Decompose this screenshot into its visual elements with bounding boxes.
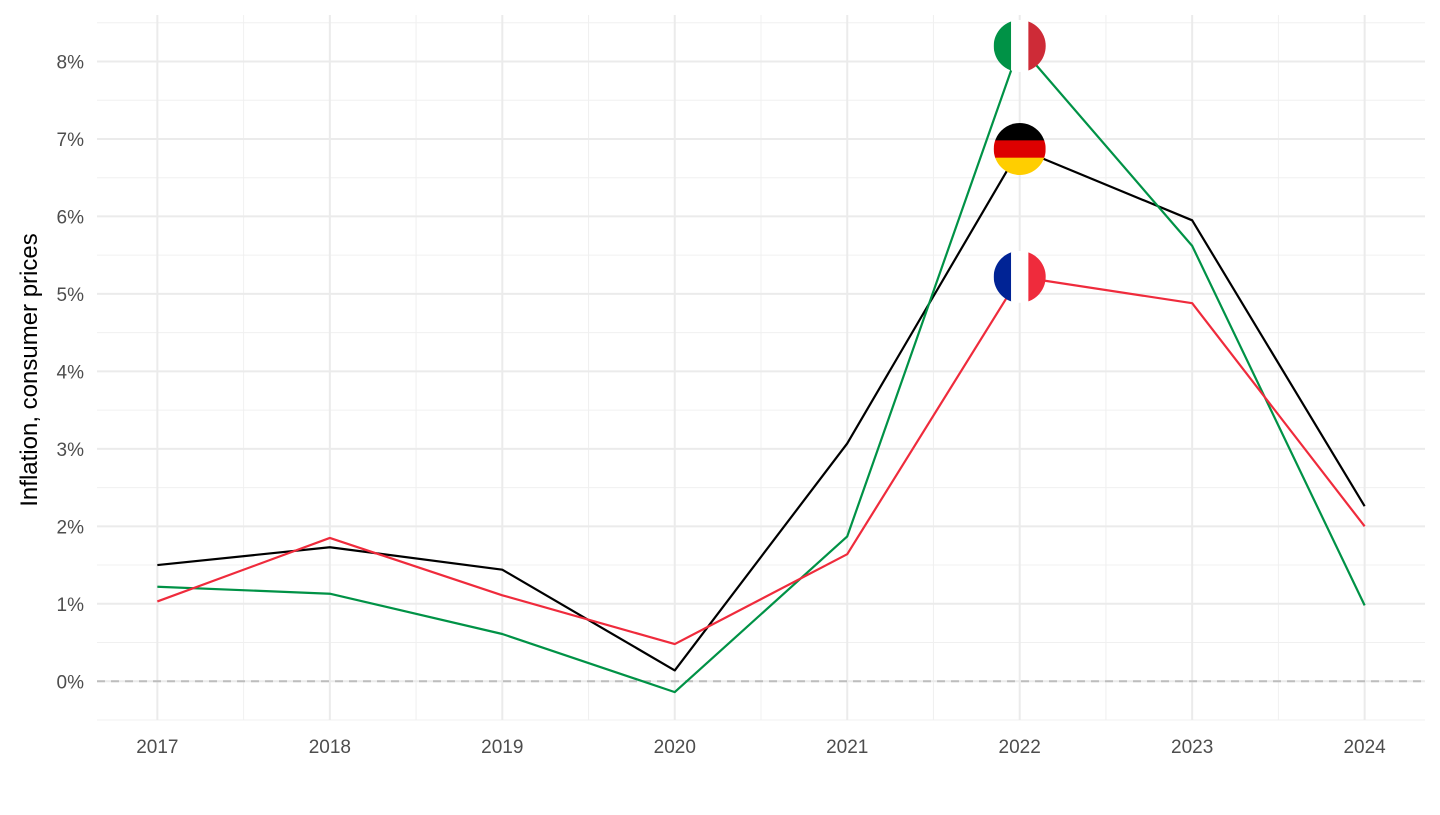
y-tick-label: 3% <box>57 440 85 461</box>
y-tick-label: 7% <box>57 130 85 151</box>
flag-stripe <box>1028 20 1046 72</box>
x-tick-label: 2020 <box>654 737 696 758</box>
flag-stripe <box>994 123 1046 141</box>
italy-flag-icon <box>994 20 1047 72</box>
x-tick-label: 2017 <box>136 737 178 758</box>
y-tick-label: 8% <box>57 52 85 73</box>
flag-stripe <box>994 20 1012 72</box>
flag-stripe <box>1011 20 1029 72</box>
y-tick-label: 1% <box>57 595 85 616</box>
flag-stripe <box>994 251 1012 303</box>
flag-stripe <box>994 140 1046 158</box>
y-tick-label: 4% <box>57 362 85 383</box>
x-axis-ticks: 2017 2018 2019 2020 2021 2022 2023 2024 <box>136 737 1386 758</box>
y-axis-ticks: 0% 1% 2% 3% 4% 5% 6% 7% 8% <box>57 52 85 693</box>
x-tick-label: 2023 <box>1171 737 1213 758</box>
flag-stripe <box>994 158 1046 176</box>
x-tick-label: 2018 <box>309 737 351 758</box>
x-tick-label: 2024 <box>1343 737 1386 758</box>
flag-stripe <box>1011 251 1029 303</box>
germany-flag-icon <box>994 123 1046 176</box>
y-axis-label: Inflation, consumer prices <box>16 233 43 506</box>
france-flag-icon <box>994 251 1047 303</box>
x-tick-label: 2022 <box>999 737 1041 758</box>
y-tick-label: 6% <box>57 207 85 228</box>
flag-markers <box>994 20 1047 303</box>
y-tick-label: 2% <box>57 517 85 538</box>
x-tick-label: 2019 <box>481 737 523 758</box>
flag-stripe <box>1028 251 1046 303</box>
y-tick-label: 5% <box>57 285 85 306</box>
x-tick-label: 2021 <box>826 737 868 758</box>
y-tick-label: 0% <box>57 672 85 693</box>
